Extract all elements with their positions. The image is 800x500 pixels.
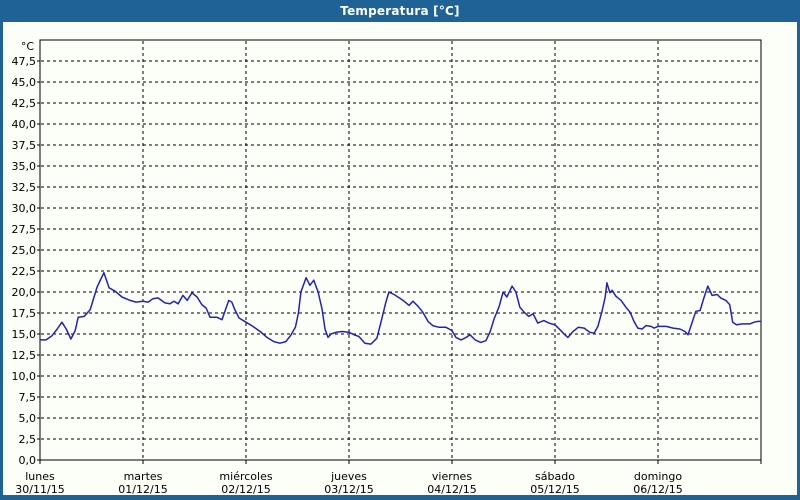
y-tick-label: 47,5 [12, 55, 37, 68]
y-tick-label: 10,0 [12, 370, 37, 383]
y-tick-label: 45,0 [12, 76, 37, 89]
y-tick-label: 17,5 [12, 307, 37, 320]
x-day-label: sábado [535, 470, 575, 483]
x-date-label: 06/12/15 [633, 483, 682, 495]
y-tick-label: 35,0 [12, 160, 37, 173]
y-tick-label: 27,5 [12, 223, 37, 236]
x-day-label: domingo [634, 470, 682, 483]
temperature-series-line [39, 271, 762, 345]
y-tick-label: 30,0 [12, 202, 37, 215]
x-date-label: 01/12/15 [118, 483, 167, 495]
y-tick-label: 15,0 [12, 328, 37, 341]
x-day-label: lunes [25, 470, 55, 483]
x-day-label: jueves [330, 470, 367, 483]
x-date-label: 30/11/15 [15, 483, 64, 495]
y-tick-label: 0,0 [19, 454, 37, 467]
temperature-chart: 47,5 45,0 42,5 40,0 37,5 35,0 32,5 30,0 27,5 25,0… [12, 39, 762, 495]
x-day-label: martes [124, 470, 163, 483]
y-tick-label: 20,0 [12, 286, 37, 299]
window-title: Temperatura [°C] [340, 4, 460, 18]
y-tick-label: 25,0 [12, 244, 37, 257]
x-date-label: 03/12/15 [324, 483, 373, 495]
chart-area: 47,5 45,0 42,5 40,0 37,5 35,0 32,5 30,0 27,5 25,0… [3, 22, 797, 495]
y-tick-label: 22,5 [12, 265, 37, 278]
x-date-label: 05/12/15 [530, 483, 579, 495]
y-tick-label: 40,0 [12, 118, 37, 131]
y-axis-unit-label: °C [21, 40, 35, 53]
y-tick-label: 12,5 [12, 349, 37, 362]
y-tick-label: 37,5 [12, 139, 37, 152]
y-tick-label: 5,0 [19, 412, 37, 425]
plot-border [39, 39, 762, 461]
x-date-label: 02/12/15 [221, 483, 270, 495]
y-tick-label: 32,5 [12, 181, 37, 194]
y-tick-label: 7,5 [19, 391, 37, 404]
x-date-label: 04/12/15 [427, 483, 476, 495]
y-tick-label: 2,5 [19, 433, 37, 446]
x-day-label: viernes [432, 470, 472, 483]
window-titlebar: Temperatura [°C] [0, 0, 800, 22]
y-tick-label: 42,5 [12, 97, 37, 110]
x-day-label: miércoles [219, 470, 272, 483]
